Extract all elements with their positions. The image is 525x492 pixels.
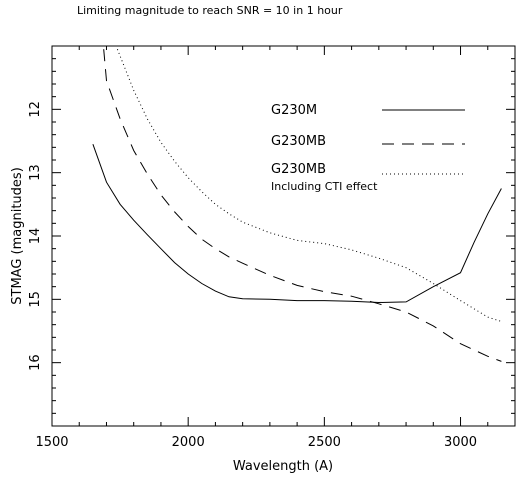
y-tick-label: 14 bbox=[28, 228, 43, 245]
y-tick-label: 12 bbox=[28, 101, 43, 118]
y-tick-label: 16 bbox=[28, 354, 43, 371]
series-layer bbox=[92, 49, 502, 362]
y-tick-label: 13 bbox=[28, 164, 43, 181]
legend-label-g230m: G230M bbox=[271, 103, 317, 118]
x-tick-label: 2000 bbox=[172, 435, 205, 450]
legend-label-g230mb: G230MB bbox=[271, 134, 326, 149]
x-tick-label: 1500 bbox=[35, 435, 68, 450]
x-tick-label: 2500 bbox=[308, 435, 341, 450]
series-line-g230mb bbox=[103, 49, 502, 362]
chart-title: Limiting magnitude to reach SNR = 10 in … bbox=[77, 4, 343, 17]
y-tick-label: 15 bbox=[28, 291, 43, 308]
legend: G230M G230MB G230MB Including CTI effect bbox=[271, 103, 465, 193]
y-axis-label: STMAG (magnitudes) bbox=[10, 167, 25, 305]
series-line-g230mb-cti bbox=[116, 49, 502, 322]
legend-sublabel-cti: Including CTI effect bbox=[271, 180, 378, 193]
legend-label-g230mb-cti: G230MB bbox=[271, 162, 326, 177]
x-axis: 1500 2000 2500 3000 bbox=[35, 46, 516, 450]
x-axis-label: Wavelength (A) bbox=[233, 459, 333, 474]
x-tick-label: 3000 bbox=[444, 435, 477, 450]
y-axis: 12 13 14 15 16 bbox=[28, 45, 515, 427]
series-line-g230m bbox=[92, 144, 502, 304]
